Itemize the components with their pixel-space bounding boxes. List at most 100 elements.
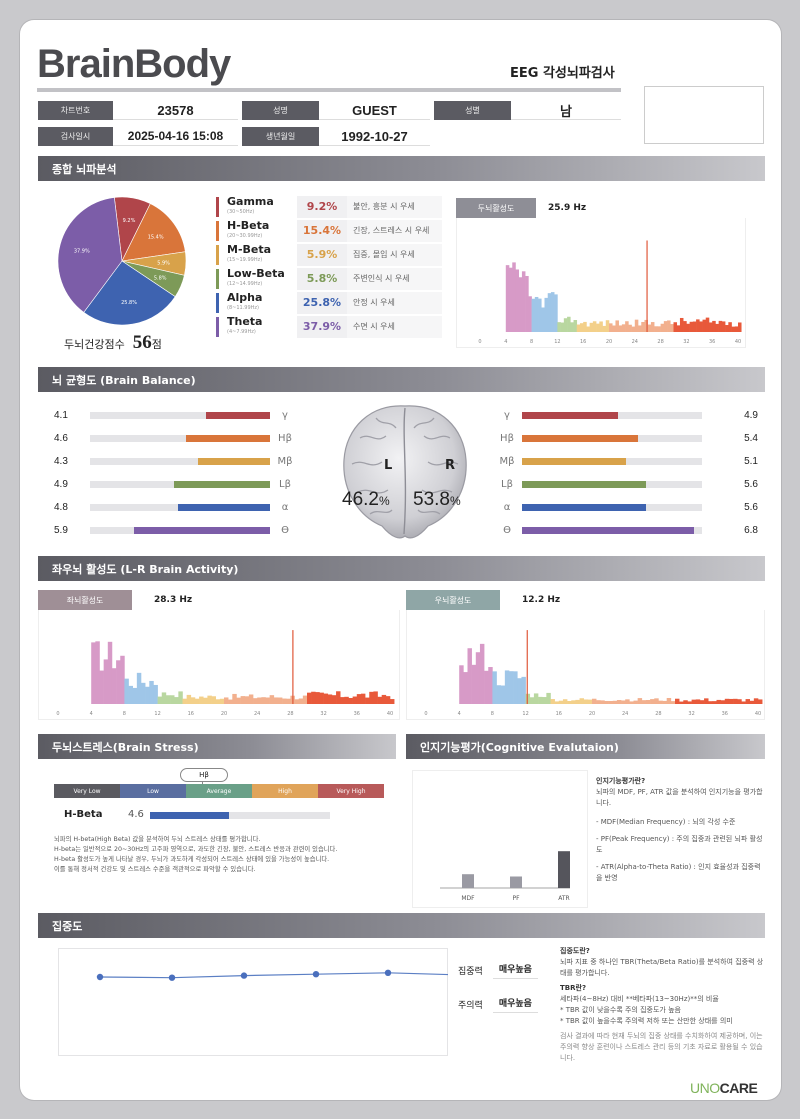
focus-text-1: 뇌파 지표 중 하나인 TBR(Theta/Beta Ratio)를 분석하여 …: [560, 958, 764, 977]
spectrum-bar: [547, 293, 552, 332]
spectrum-bar: [583, 321, 587, 332]
cognitive-item: - PF(Peak Frequency) : 주의 집중과 관련된 뇌파 활성도: [596, 835, 763, 854]
focus-point: [240, 972, 248, 979]
focus-line: [99, 972, 448, 979]
cog-bar-label: MDF: [461, 895, 475, 902]
wave-label: Gamma: [227, 195, 274, 208]
wave-name: Gamma (30~50Hz): [227, 196, 297, 218]
spectrum-bar: [538, 696, 543, 704]
cognitive-item: - MDF(Median Frequency) : 뇌의 각성 수준: [596, 818, 736, 826]
spectrum-tick: 0: [56, 711, 59, 717]
spectrum-bar: [542, 697, 547, 704]
spectrum-bar: [385, 696, 391, 704]
spectrum-bar: [128, 685, 133, 704]
spectrum-bar: [715, 323, 719, 332]
spectrum-bar: [331, 695, 337, 704]
pie-label: 5.9%: [157, 261, 170, 267]
spectrum-bar: [586, 326, 590, 332]
spectrum-bar: [500, 685, 506, 704]
spectrum-bar: [583, 699, 589, 704]
spectrum-tick: 20: [606, 339, 612, 345]
spectrum-bar: [265, 697, 270, 704]
wave-label: Alpha: [227, 291, 263, 304]
section-stress: 두뇌스트레스(Brain Stress): [38, 734, 396, 759]
spectrum-bar: [136, 672, 142, 704]
wave-label: Theta: [227, 315, 263, 328]
balance-greek: γ: [282, 410, 288, 421]
spectrum-bar: [675, 698, 680, 704]
spectrum-bar: [692, 321, 697, 332]
balance-fill: [522, 412, 618, 419]
spectrum-tick: 40: [387, 711, 393, 717]
spectrum-bar: [579, 698, 584, 704]
wave-name: M-Beta (15~19.99Hz): [227, 244, 297, 266]
spectrum-bar: [509, 267, 513, 332]
spectrum-bar: [749, 700, 755, 704]
spectrum-bar: [733, 698, 738, 704]
spectrum-bar: [240, 696, 246, 704]
spectrum-bar: [663, 321, 668, 332]
spectrum-bar: [615, 320, 619, 332]
right-pct-sign: %: [449, 494, 461, 508]
left-hz-label: 좌뇌활성도: [38, 590, 132, 610]
spectrum-bar: [558, 700, 564, 704]
wave-color-bar: [216, 293, 219, 313]
wave-color-bar: [216, 269, 219, 289]
balance-greek: Lβ: [279, 479, 291, 490]
spectrum-bar: [641, 321, 645, 332]
spectrum-bar: [257, 697, 262, 704]
spectrum-tick: 28: [657, 339, 663, 345]
spectrum-bar: [475, 652, 481, 704]
dominant-hz-label: 두뇌활성도: [456, 198, 536, 218]
spectrum-tick: 36: [709, 339, 715, 345]
spectrum-bar: [512, 262, 516, 332]
report-page: BrainBody EEG 각성뇌파검사 차트번호 23578 성명 GUEST…: [20, 20, 781, 1100]
spectrum-bar: [496, 685, 501, 704]
right-hz-header: 우뇌활성도 12.2 Hz: [406, 590, 766, 610]
spectrum-bar: [718, 320, 723, 332]
stress-level: Low: [120, 784, 186, 798]
balance-row: 4.1 γ: [54, 404, 314, 427]
spectrum-bar: [509, 671, 514, 704]
cog-bar-label: ATR: [558, 895, 569, 902]
spectrum-bar: [236, 697, 241, 704]
balance-fill: [134, 527, 270, 534]
balance-track: [522, 504, 702, 511]
spectrum-bar: [708, 322, 713, 332]
balance-row: γ 4.9: [498, 404, 758, 427]
spectrum-bar: [505, 265, 510, 332]
spectrum-bar: [269, 695, 275, 704]
focus-point: [384, 969, 392, 976]
left-pct-sign: %: [378, 494, 390, 508]
spectrum-bar: [153, 684, 158, 704]
spectrum-bar: [170, 695, 175, 704]
focus-text-2: 세타파(4~8Hz) 대비 **베타파(13~30Hz)**의 비율: [560, 995, 719, 1003]
balance-track: [522, 481, 702, 488]
balance-track: [522, 435, 702, 442]
spectrum-tick: 24: [622, 711, 628, 717]
photo-box: [644, 86, 764, 144]
balance-fill: [522, 435, 638, 442]
wave-percent: 25.8%: [297, 292, 347, 314]
wave-percent: 37.9%: [297, 316, 347, 338]
spectrum-bar: [323, 693, 329, 704]
wave-color-bar: [216, 221, 219, 241]
focus-description: 집중도란? 뇌파 지표 중 하나인 TBR(Theta/Beta Ratio)를…: [560, 946, 766, 1064]
pie-label: 15.4%: [148, 235, 164, 241]
focus-point: [96, 973, 104, 981]
wave-row: M-Beta (15~19.99Hz) 5.9% 집중, 몰입 시 우세: [216, 243, 442, 267]
balance-value: 5.6: [744, 479, 758, 490]
wave-row: H-Beta (20~30.99Hz) 15.4% 긴장, 스트레스 시 우세: [216, 219, 442, 243]
spectrum-bar: [533, 693, 539, 704]
spectrum-bar: [699, 321, 703, 332]
focus-bullet-2: * TBR 값이 높을수록 주의력 저하 또는 산만한 상태를 의미: [560, 1017, 733, 1025]
spectrum-tick: 4: [458, 711, 461, 717]
spectrum-bar: [716, 699, 721, 704]
spectrum-bar: [699, 700, 705, 704]
balance-track: [90, 504, 270, 511]
spectrum-tick: 36: [722, 711, 728, 717]
spectrum-bar: [670, 701, 676, 704]
left-hz-header: 좌뇌활성도 28.3 Hz: [38, 590, 398, 610]
spectrum-bar: [612, 325, 616, 332]
spectrum-bar: [277, 697, 283, 704]
